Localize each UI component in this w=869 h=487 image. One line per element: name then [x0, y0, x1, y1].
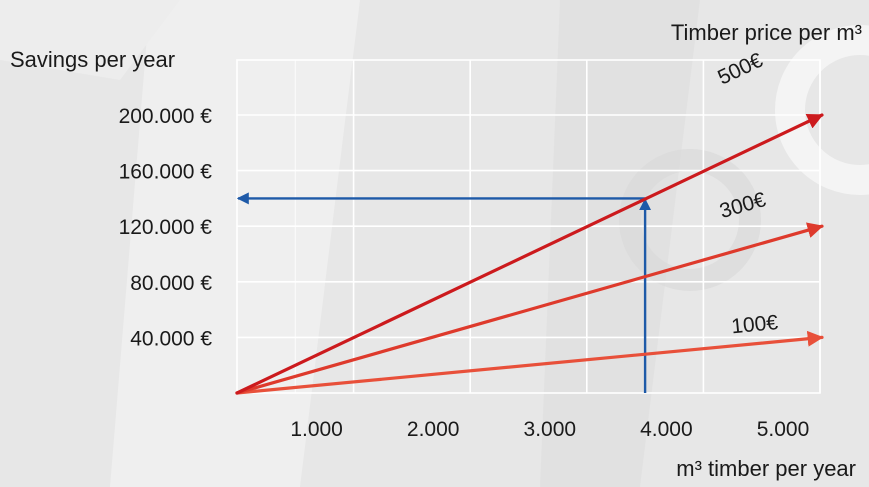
x-tick-label: 3.000	[524, 418, 577, 441]
series-lines	[235, 113, 824, 395]
y-tick-label: 40.000 €	[130, 327, 212, 350]
series-label-1: 300€	[717, 188, 769, 223]
x-tick-label: 2.000	[407, 418, 460, 441]
y-tick-label: 80.000 €	[130, 272, 212, 295]
series-labels: 100€ 300€ 500€	[714, 49, 779, 339]
grid	[236, 59, 821, 394]
x-tick-labels: 1.000 2.000 3.000 4.000 5.000	[290, 418, 809, 441]
series-label-0: 100€	[730, 311, 779, 338]
y-tick-labels: 40.000 € 80.000 € 120.000 € 160.000 € 200.00…	[119, 105, 213, 350]
legend-title: Timber price per m³	[671, 20, 862, 45]
series-line-1	[235, 222, 824, 395]
y-tick-label: 120.000 €	[119, 216, 213, 239]
x-tick-label: 5.000	[757, 418, 810, 441]
y-tick-label: 200.000 €	[119, 105, 213, 128]
x-axis-title: m³ timber per year	[676, 456, 856, 481]
y-axis-title: Savings per year	[10, 47, 175, 72]
y-tick-label: 160.000 €	[119, 161, 213, 184]
x-tick-label: 1.000	[290, 418, 343, 441]
reading-annotation	[236, 192, 652, 393]
series-line-2	[235, 113, 824, 395]
series-label-2: 500€	[714, 49, 766, 90]
series-line-0	[235, 330, 824, 395]
x-tick-label: 4.000	[640, 418, 693, 441]
